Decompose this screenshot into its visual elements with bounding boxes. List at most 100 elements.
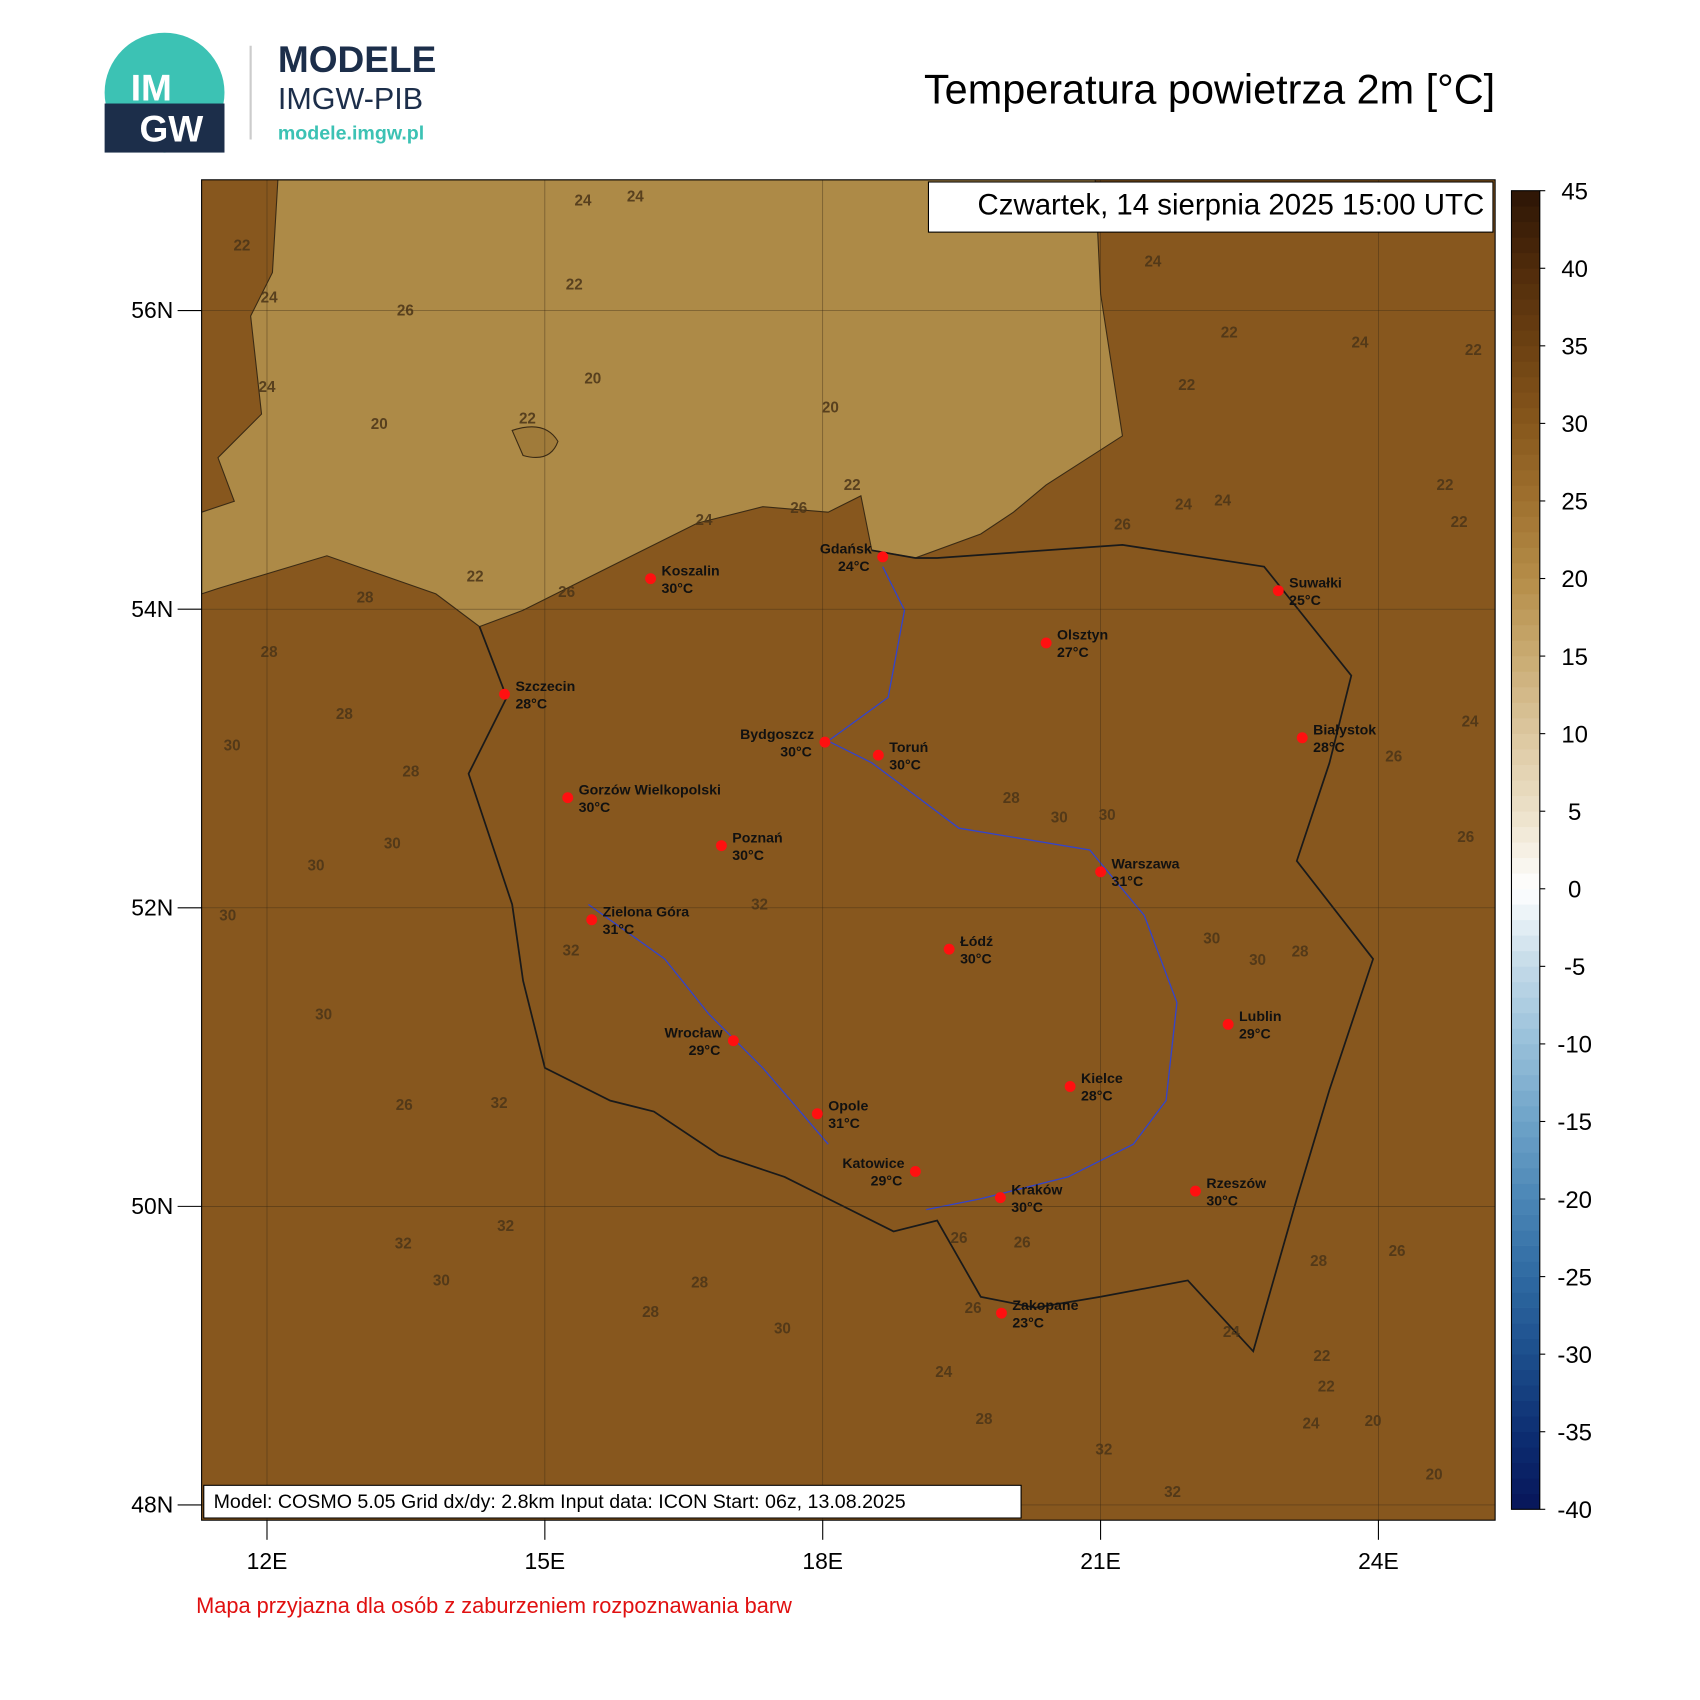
colorbar-step <box>1511 1338 1540 1355</box>
contour-label: 26 <box>1385 748 1402 765</box>
map-title: Temperatura powietrza 2m [°C] <box>924 67 1495 113</box>
city-dot <box>1222 1018 1234 1030</box>
y-tick-label: 54N <box>131 596 173 622</box>
colorbar-label: 0 <box>1568 877 1581 904</box>
contour-label: 22 <box>1465 342 1482 359</box>
city-name: Katowice <box>842 1156 904 1172</box>
colorbar-step <box>1511 1261 1540 1277</box>
colorbar-step <box>1511 687 1540 703</box>
colorbar-step <box>1511 578 1540 595</box>
colorbar-step <box>1511 563 1540 579</box>
contour-label: 30 <box>1051 809 1068 826</box>
contour-label: 28 <box>976 1411 993 1428</box>
note: Mapa przyjazna dla osób z zaburzeniem ro… <box>196 1593 792 1618</box>
contour-label: 30 <box>433 1273 450 1290</box>
island <box>511 426 559 459</box>
colorbar-step <box>1511 1400 1540 1417</box>
city-name: Poznań <box>732 830 782 846</box>
colorbar-step <box>1511 826 1540 843</box>
colorbar-step <box>1511 1416 1540 1433</box>
colorbar-step <box>1511 1199 1540 1215</box>
city-temp: 30°C <box>889 757 921 773</box>
colorbar-step <box>1511 1493 1540 1510</box>
y-tick-label: 50N <box>131 1193 173 1219</box>
contour-label: 20 <box>1365 1413 1382 1430</box>
colorbar-step <box>1511 656 1540 672</box>
colorbar-step <box>1511 780 1540 797</box>
contour-label: 24 <box>1223 1324 1240 1341</box>
contour-label: 32 <box>1095 1441 1112 1458</box>
city-dot <box>562 792 574 804</box>
contour-label: 30 <box>308 857 325 874</box>
date-box <box>927 181 1494 233</box>
contour-label: 22 <box>1313 1348 1330 1365</box>
city-name: Łódź <box>960 934 993 950</box>
contour-label: 20 <box>1426 1467 1443 1484</box>
colorbar-step <box>1511 997 1540 1014</box>
colorbar-step <box>1511 1431 1540 1448</box>
city-temp: 31°C <box>603 922 635 938</box>
colorbar-step <box>1511 857 1540 874</box>
contour-label: 24 <box>1214 492 1231 509</box>
city-dot <box>1272 585 1284 597</box>
x-tick-label: 21E <box>1080 1548 1121 1574</box>
contour-label: 24 <box>935 1364 952 1381</box>
city-temp: 25°C <box>1289 593 1321 609</box>
colorbar-step <box>1511 531 1540 548</box>
contour-label: 28 <box>402 764 419 781</box>
colorbar-step <box>1511 330 1540 347</box>
city-name: Lublin <box>1239 1009 1281 1025</box>
river <box>588 903 829 1145</box>
city-name: Kraków <box>1011 1182 1063 1198</box>
colorbar-step <box>1511 811 1540 828</box>
colorbar-step <box>1511 1292 1540 1308</box>
city-dot <box>1064 1081 1076 1092</box>
colorbar-step <box>1511 1323 1540 1339</box>
colorbar-step <box>1511 423 1540 440</box>
colorbar-step <box>1511 361 1540 378</box>
colorbar-step <box>1511 500 1540 517</box>
city-temp: 30°C <box>1206 1193 1238 1209</box>
colorbar-step <box>1511 1043 1540 1060</box>
logo-text: IM <box>131 66 172 108</box>
contour-label: 24 <box>575 193 592 210</box>
contour-label: 30 <box>774 1321 791 1338</box>
city-temp: 31°C <box>828 1116 860 1132</box>
colorbar-step <box>1511 1028 1540 1045</box>
city-name: Opole <box>828 1098 868 1114</box>
contour-label: 26 <box>790 500 807 517</box>
contour-label: 32 <box>395 1236 412 1253</box>
city-temp: 30°C <box>960 951 992 967</box>
city-name: Kielce <box>1081 1071 1123 1087</box>
contour-label: 30 <box>1249 952 1266 969</box>
colorbar-step <box>1511 1245 1540 1262</box>
colorbar-step <box>1511 733 1540 750</box>
city-temp: 30°C <box>579 800 611 816</box>
model-info: Model: COSMO 5.05 Grid dx/dy: 2.8km Inpu… <box>214 1491 906 1513</box>
colorbar-step <box>1511 702 1540 719</box>
logo: IM GW MODELE IMGW-PIB modele.imgw.pl <box>104 32 436 153</box>
contour-label: 32 <box>751 897 768 914</box>
city-dot <box>727 1035 739 1047</box>
colorbar-step <box>1511 1168 1540 1184</box>
colorbar-step <box>1511 516 1540 533</box>
contour-label: 30 <box>384 836 401 853</box>
colorbar-step <box>1511 842 1540 859</box>
contour-label: 28 <box>1292 943 1309 960</box>
x-tick-label: 12E <box>247 1548 288 1574</box>
colorbar-step <box>1511 299 1540 316</box>
contour-label: 24 <box>1462 714 1479 731</box>
date-label: Czwartek, 14 sierpnia 2025 15:00 UTC <box>978 189 1485 222</box>
colorbar-label: 45 <box>1561 178 1588 205</box>
city-dot <box>994 1192 1006 1204</box>
city-temp: 23°C <box>1012 1315 1044 1331</box>
contour-label: 28 <box>357 589 374 606</box>
logo-band <box>104 103 225 153</box>
city-dot <box>909 1166 921 1177</box>
colorbar-label: 40 <box>1561 256 1588 283</box>
city-name: Gorzów Wielkopolski <box>579 782 721 798</box>
city-dot <box>586 914 598 926</box>
contour-label: 28 <box>261 644 278 661</box>
colorbar-step <box>1511 1369 1540 1386</box>
colorbar-step <box>1511 609 1540 626</box>
